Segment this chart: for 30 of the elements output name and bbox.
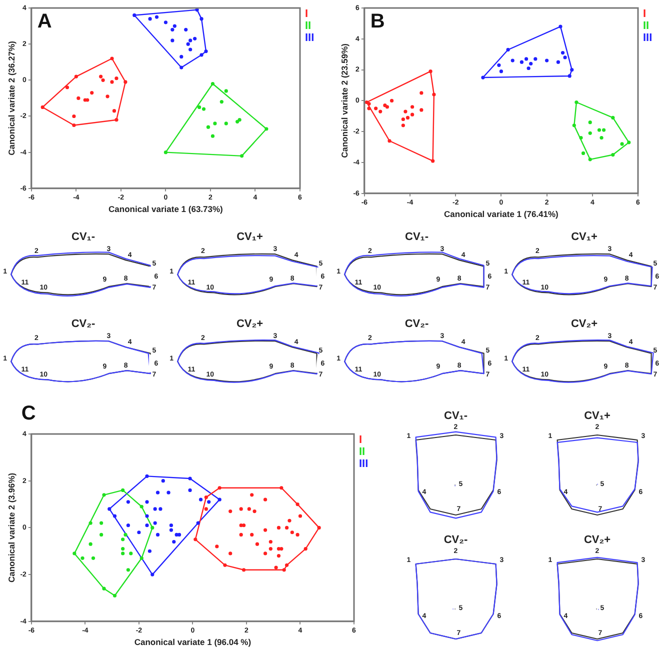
x-axis-title: Canonical variate 1 (76.41%) — [444, 209, 559, 220]
text: CV₂+ — [236, 318, 264, 330]
text: III — [359, 458, 368, 470]
text: CV₂- — [71, 318, 96, 330]
text: II — [359, 446, 366, 458]
chart-title: A — [37, 10, 52, 33]
text: CV₂+ — [570, 318, 598, 330]
x-axis-title: Canonical variate 1 (63.73%) — [108, 204, 224, 214]
x-axis-title: Canonical variate 1 (96.04 %) — [134, 637, 252, 648]
text: CV₁+ — [236, 231, 263, 243]
text: CV₁+ — [584, 410, 610, 422]
text: I — [305, 8, 310, 20]
text: CV₁- — [405, 231, 429, 243]
text: III — [305, 32, 314, 44]
text: CV₁+ — [571, 231, 598, 243]
chart-title: B — [370, 10, 385, 33]
chart-title: C — [21, 402, 36, 425]
y-axis-title: Canonical variate 2 (36.27%) — [6, 40, 16, 156]
y-axis-title: Canonical variate 2 (23.59%) — [339, 43, 350, 158]
text: I — [643, 8, 648, 20]
y-axis-title: Canonical variate 2 (3.96%) — [6, 472, 16, 583]
text: CV₁- — [444, 410, 468, 422]
text: CV₁- — [72, 231, 96, 243]
text: CV₂+ — [584, 534, 611, 546]
text: III — [643, 32, 652, 44]
text: I — [359, 434, 364, 446]
text: II — [305, 20, 312, 32]
text: II — [643, 20, 650, 32]
text: CV₂- — [404, 318, 429, 330]
text: CV₂- — [444, 534, 468, 546]
